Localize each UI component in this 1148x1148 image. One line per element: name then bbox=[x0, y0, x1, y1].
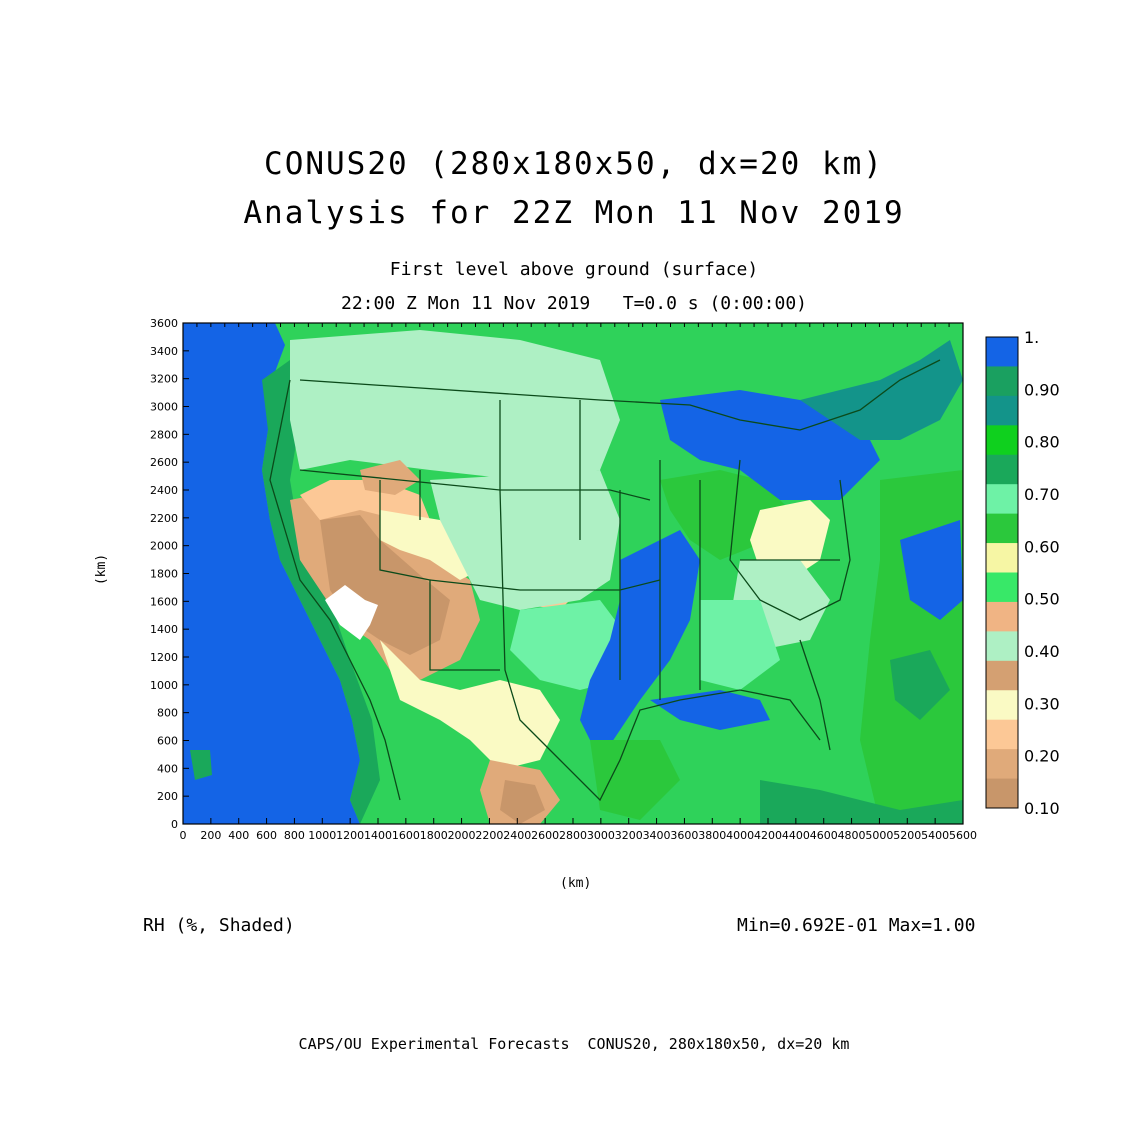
x-tick-label: 5600 bbox=[949, 829, 977, 842]
x-tick-label: 5400 bbox=[921, 829, 949, 842]
x-tick-label: 800 bbox=[284, 829, 305, 842]
subtitle-line-2: 22:00 Z Mon 11 Nov 2019 T=0.0 s (0:00:00… bbox=[341, 293, 807, 314]
y-axis-label: (km) bbox=[94, 553, 110, 586]
y-tick-label: 2200 bbox=[150, 512, 178, 525]
y-tick-label: 1600 bbox=[150, 595, 178, 608]
y-tick-label: 2800 bbox=[150, 428, 178, 441]
x-axis-label: (km) bbox=[560, 876, 592, 891]
x-tick-label: 2400 bbox=[503, 829, 531, 842]
y-tick-label: 3400 bbox=[150, 345, 178, 358]
y-tick-label: 3000 bbox=[150, 401, 178, 414]
great-lakes-high-rh bbox=[660, 390, 880, 500]
legend-label: 0.90 bbox=[1024, 380, 1060, 399]
legend-label: 0.80 bbox=[1024, 433, 1060, 452]
y-tick-label: 3200 bbox=[150, 373, 178, 386]
x-tick-label: 1000 bbox=[308, 829, 336, 842]
legend-swatch bbox=[986, 366, 1018, 397]
y-tick-label: 600 bbox=[157, 735, 178, 748]
x-tick-label: 5000 bbox=[865, 829, 893, 842]
legend-label: 0.70 bbox=[1024, 485, 1060, 504]
state-borders bbox=[269, 359, 941, 802]
x-tick-label: 3400 bbox=[643, 829, 671, 842]
x-tick-label: 1800 bbox=[420, 829, 448, 842]
legend-swatch bbox=[986, 543, 1018, 573]
x-tick-label: 3000 bbox=[587, 829, 615, 842]
subtitle-line-1: First level above ground (surface) bbox=[389, 259, 759, 280]
title-line-1: CONUS20 (280x180x50, dx=20 km) bbox=[264, 146, 884, 182]
variable-label: RH (%, Shaded) bbox=[143, 915, 295, 936]
legend-swatch bbox=[986, 425, 1018, 456]
rh-shaded-field bbox=[183, 323, 963, 824]
min-rh-white bbox=[325, 585, 378, 640]
x-tick-label: 4600 bbox=[810, 829, 838, 842]
legend-label: 0.10 bbox=[1024, 799, 1060, 818]
legend-label: 0.20 bbox=[1024, 747, 1060, 766]
x-tick-label: 1400 bbox=[364, 829, 392, 842]
legend-label: 0.30 bbox=[1024, 694, 1060, 713]
x-tick-label: 2200 bbox=[475, 829, 503, 842]
legend-swatch bbox=[986, 778, 1018, 809]
legend-label: 0.60 bbox=[1024, 537, 1060, 556]
y-tick-label: 1200 bbox=[150, 651, 178, 664]
legend-swatch bbox=[986, 601, 1018, 632]
x-tick-label: 2800 bbox=[559, 829, 587, 842]
legend-label: 0.40 bbox=[1024, 642, 1060, 661]
y-tick-label: 800 bbox=[157, 707, 178, 720]
x-tick-label: 4400 bbox=[782, 829, 810, 842]
x-tick-label: 600 bbox=[256, 829, 277, 842]
legend-swatch bbox=[986, 337, 1018, 367]
x-tick-label: 5200 bbox=[893, 829, 921, 842]
legend-swatch bbox=[986, 749, 1018, 780]
y-tick-label: 200 bbox=[157, 790, 178, 803]
x-tick-label: 3800 bbox=[698, 829, 726, 842]
legend-frame bbox=[985, 336, 1019, 809]
y-tick-label: 3600 bbox=[150, 317, 178, 330]
x-tick-label: 0 bbox=[180, 829, 187, 842]
y-tick-label: 1000 bbox=[150, 679, 178, 692]
legend-swatch bbox=[986, 631, 1018, 662]
y-tick-label: 1400 bbox=[150, 623, 178, 636]
min-max-label: Min=0.692E-01 Max=1.00 bbox=[737, 915, 976, 936]
x-tick-label: 4800 bbox=[838, 829, 866, 842]
legend-swatch bbox=[986, 454, 1018, 485]
y-tick-label: 2400 bbox=[150, 484, 178, 497]
y-tick-label: 0 bbox=[171, 818, 178, 831]
legend-swatch bbox=[986, 484, 1018, 515]
legend-swatch bbox=[986, 513, 1018, 544]
legend-label: 1. bbox=[1024, 328, 1039, 347]
y-tick-label: 1800 bbox=[150, 568, 178, 581]
x-tick-label: 1600 bbox=[392, 829, 420, 842]
mississippi-high-rh bbox=[580, 530, 700, 760]
title-line-2: Analysis for 22Z Mon 11 Nov 2019 bbox=[243, 195, 905, 231]
x-tick-label: 200 bbox=[200, 829, 221, 842]
x-tick-label: 400 bbox=[228, 829, 249, 842]
legend-label: 0.50 bbox=[1024, 590, 1060, 609]
legend-swatch bbox=[986, 719, 1018, 750]
x-tick-label: 2600 bbox=[531, 829, 559, 842]
x-tick-label: 4200 bbox=[754, 829, 782, 842]
x-tick-label: 1200 bbox=[336, 829, 364, 842]
color-legend: 1. 0.90 0.80 0.70 0.60 0.50 0.40 0.30 0.20 0.10 bbox=[985, 328, 1060, 818]
legend-swatch bbox=[986, 395, 1018, 426]
legend-swatch bbox=[986, 660, 1018, 691]
axis-ticks: 0 200 400 600 800 1000 1200 1400 1600 1800 2000 220… bbox=[150, 317, 977, 842]
x-tick-label: 3600 bbox=[670, 829, 698, 842]
x-tick-label: 2000 bbox=[448, 829, 476, 842]
legend-swatch bbox=[986, 572, 1018, 603]
x-tick-label: 3200 bbox=[615, 829, 643, 842]
pacific-high-rh bbox=[183, 323, 360, 824]
legend-swatch bbox=[986, 690, 1018, 721]
y-tick-label: 400 bbox=[157, 762, 178, 775]
credit-line: CAPS/OU Experimental Forecasts CONUS20, … bbox=[298, 1035, 850, 1053]
x-tick-label: 4000 bbox=[726, 829, 754, 842]
y-tick-label: 2600 bbox=[150, 456, 178, 469]
y-tick-label: 2000 bbox=[150, 540, 178, 553]
